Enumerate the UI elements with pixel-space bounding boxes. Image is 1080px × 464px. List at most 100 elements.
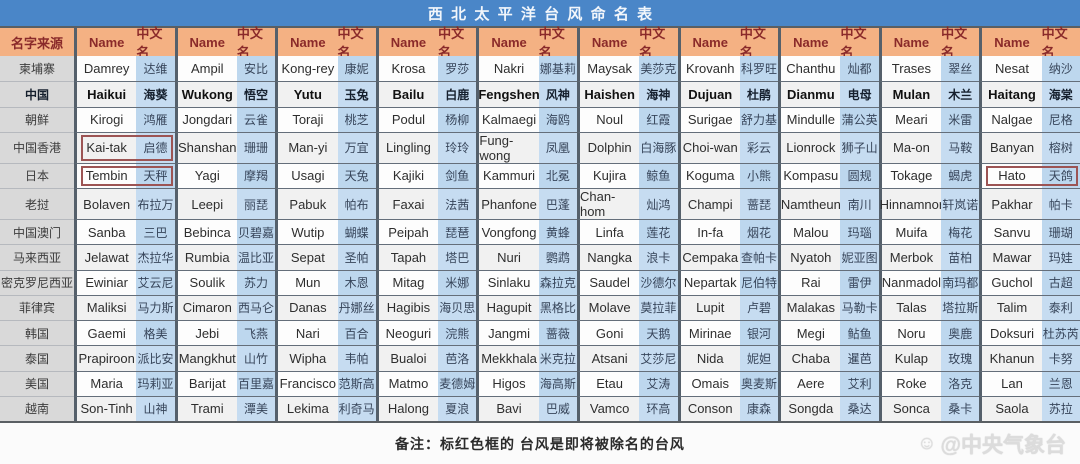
typhoon-name-cn: 奥麦斯 xyxy=(739,371,779,396)
typhoon-name-en: Bebinca xyxy=(177,220,237,245)
typhoon-name-en: Wipha xyxy=(278,346,338,371)
typhoon-name-cn: 鸿雁 xyxy=(136,107,175,132)
typhoon-pair: Linfa 莲花 xyxy=(576,219,678,245)
typhoon-name-cn: 山竹 xyxy=(236,346,276,371)
typhoon-name-cn: 利奇马 xyxy=(337,396,376,421)
typhoon-name-cn: 榕树 xyxy=(1041,132,1080,163)
typhoon-pair: Wipha 韦帕 xyxy=(275,345,376,371)
typhoon-name-cn: 山神 xyxy=(136,396,175,421)
typhoon-pair: Talim 泰利 xyxy=(979,294,1080,320)
typhoon-name-cn: 蒲公英 xyxy=(840,107,879,132)
typhoon-pair: Choi-wan 彩云 xyxy=(677,131,779,163)
typhoon-name-cn: 桃芝 xyxy=(337,107,376,132)
typhoon-pair: Cimaron 西马仑 xyxy=(174,294,276,320)
typhoon-name-en: Sonca xyxy=(881,396,942,421)
header-group: Name 中文名 xyxy=(979,26,1080,60)
typhoon-name-en: Muifa xyxy=(881,220,942,245)
typhoon-name-en: Koguma xyxy=(680,163,740,188)
typhoon-name-cn: 鲸鱼 xyxy=(639,163,678,188)
header-group: Name 中文名 xyxy=(476,26,577,60)
typhoon-name-en: Sepat xyxy=(278,245,338,270)
source-cell: 马来西亚 xyxy=(0,244,74,270)
typhoon-name-cn: 温比亚 xyxy=(236,245,276,270)
typhoon-name-en: Bailu xyxy=(378,82,439,107)
typhoon-name-cn: 西马仑 xyxy=(236,295,276,320)
header-group: Name 中文名 xyxy=(275,26,376,60)
typhoon-pair: Faxai 法茜 xyxy=(375,188,477,219)
typhoon-name-cn: 奥鹿 xyxy=(941,321,980,346)
typhoon-name-cn: 天鹅 xyxy=(639,321,678,346)
table-row: 中国 Haikui 海葵 Wukong 悟空 Yutu 玉兔 Bailu 白鹿 Fengshen 风… xyxy=(0,81,1080,107)
typhoon-pair: Omais 奥麦斯 xyxy=(677,370,779,396)
typhoon-name-en: Surigae xyxy=(680,107,740,132)
typhoon-name-en: Mirinae xyxy=(680,321,740,346)
typhoon-name-en: Pabuk xyxy=(278,189,338,219)
typhoon-name-en: Hagupit xyxy=(479,295,539,320)
typhoon-pair: Haitang 海棠 xyxy=(979,81,1080,107)
typhoon-name-cn: 帕卡 xyxy=(1041,189,1080,219)
typhoon-pair: Hagibis 海贝思 xyxy=(375,294,477,320)
typhoon-name-en: Tokage xyxy=(881,163,942,188)
typhoon-pair: Bailu 白鹿 xyxy=(375,81,477,107)
typhoon-pair: Megi 鲇鱼 xyxy=(778,320,879,346)
typhoon-name-en: Leepi xyxy=(177,189,237,219)
typhoon-name-en: Choi-wan xyxy=(680,132,740,163)
typhoon-name-cn: 杰拉华 xyxy=(136,245,175,270)
typhoon-name-en: Yutu xyxy=(278,82,338,107)
table-row: 泰国 Prapiroon 派比安 Mangkhut 山竹 Wipha 韦帕 Bualoi 芭洛 M… xyxy=(0,345,1080,371)
typhoon-name-en: Man-yi xyxy=(278,132,338,163)
typhoon-pair: Shanshan 珊珊 xyxy=(174,131,276,163)
source-cell: 密克罗尼西亚 xyxy=(0,269,74,295)
typhoon-pair: Haikui 海葵 xyxy=(74,81,175,107)
typhoon-pair: Pakhar 帕卡 xyxy=(979,188,1080,219)
typhoon-name-cn: 启德 xyxy=(136,132,175,163)
typhoon-name-en: Songda xyxy=(781,396,841,421)
typhoon-name-cn: 苗柏 xyxy=(941,245,980,270)
table-row: 日本 Tembin 天秤 Yagi 摩羯 Usagi 天兔 Kajiki 剑鱼 Kammuri 北冕… xyxy=(0,162,1080,188)
typhoon-name-en: Rumbia xyxy=(177,245,237,270)
typhoon-pair: Etau 艾涛 xyxy=(576,370,678,396)
typhoon-pair: Trases 翠丝 xyxy=(878,56,980,82)
typhoon-name-en: Kajiki xyxy=(378,163,439,188)
typhoon-name-en: Ampil xyxy=(177,56,237,82)
typhoon-name-cn: 韦帕 xyxy=(337,346,376,371)
typhoon-pair: Vamco 环高 xyxy=(576,395,678,421)
header-cn-label: 中文名 xyxy=(941,26,968,60)
typhoon-name-en: Nida xyxy=(680,346,740,371)
typhoon-name-cn: 彩云 xyxy=(739,132,779,163)
typhoon-pair: Chan-hom 灿鸿 xyxy=(576,188,678,219)
typhoon-pair-retiring: Hato 天鸽 xyxy=(979,162,1080,188)
typhoon-name-en: Saola xyxy=(982,396,1042,421)
header-name-source: 名字来源 xyxy=(10,35,63,51)
typhoon-pair: Ewiniar 艾云尼 xyxy=(74,269,175,295)
typhoon-name-en: Megi xyxy=(781,321,841,346)
typhoon-name-en: Rai xyxy=(781,270,841,295)
typhoon-pair: Sanvu 珊瑚 xyxy=(979,219,1080,245)
typhoon-name-en: In-fa xyxy=(680,220,740,245)
header-name-label: Name xyxy=(994,34,1030,50)
typhoon-name-en: Halong xyxy=(378,396,439,421)
typhoon-name-cn: 妮亚图 xyxy=(840,245,879,270)
watermark: ☺ @中央气象台 xyxy=(917,429,1066,459)
header-name-label: Name xyxy=(290,34,326,50)
typhoon-name-en: Podul xyxy=(378,107,439,132)
typhoon-name-en: Nyatoh xyxy=(781,245,841,270)
typhoon-pair: Chanthu 灿都 xyxy=(778,56,879,82)
typhoon-pair: Songda 桑达 xyxy=(778,395,879,421)
typhoon-pair: Bebinca 贝碧嘉 xyxy=(174,219,276,245)
typhoon-pair: Noru 奥鹿 xyxy=(878,320,980,346)
typhoon-name-en: Guchol xyxy=(982,270,1042,295)
typhoon-name-en: Haitang xyxy=(982,82,1042,107)
typhoon-pair: Neoguri 浣熊 xyxy=(375,320,477,346)
header-name-label: Name xyxy=(591,34,628,50)
source-cell: 中国澳门 xyxy=(0,219,74,245)
typhoon-name-en: Talas xyxy=(881,295,942,320)
header-cn-label: 中文名 xyxy=(438,26,465,60)
typhoon-pair: Jebi 飞燕 xyxy=(174,320,276,346)
typhoon-pair: Tokage 蝎虎 xyxy=(878,162,980,188)
typhoon-name-en: Wutip xyxy=(278,220,338,245)
footer-bar: 备注：标红色框的 台风是即将被除名的台风 ☺ @中央气象台 xyxy=(0,423,1080,464)
header-name-label: Name xyxy=(692,34,728,50)
typhoon-name-cn: 米克拉 xyxy=(538,346,577,371)
typhoon-name-cn: 尼格 xyxy=(1041,107,1080,132)
